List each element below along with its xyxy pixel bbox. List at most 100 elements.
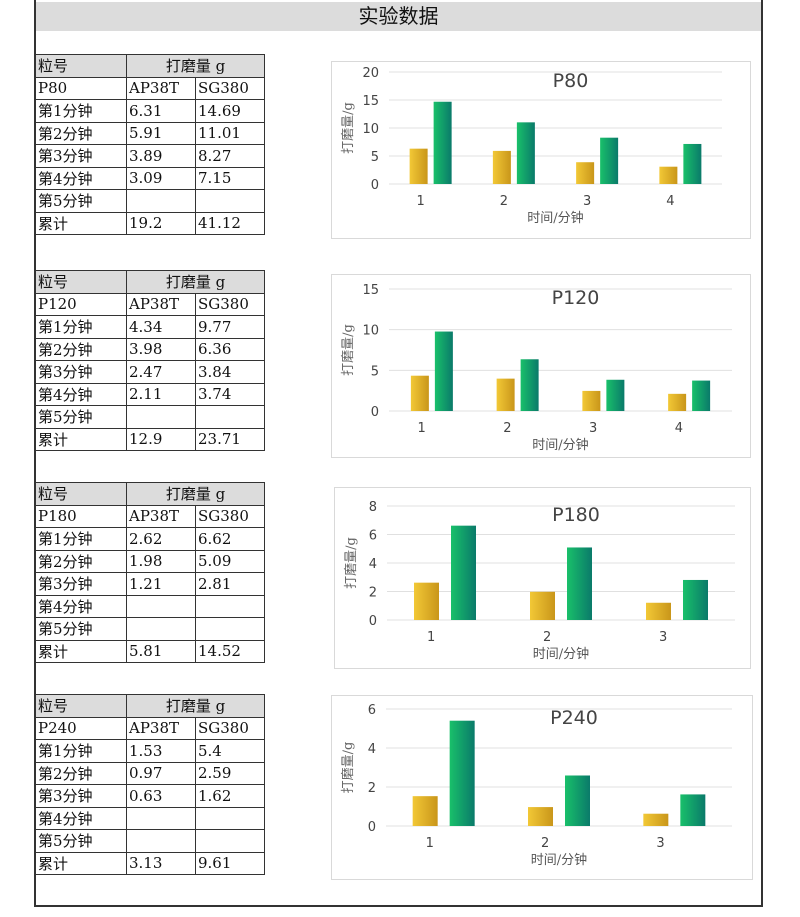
table-cell: 6.31 bbox=[126, 99, 196, 123]
x-tick-label: 2 bbox=[503, 421, 511, 436]
table-cell: 第1分钟 bbox=[35, 99, 127, 123]
x-tick-label: 3 bbox=[659, 630, 667, 645]
data-table-P180: 粒号 打磨量 g P180 AP38T SG380 第1分钟 2.62 6.62 第2分钟 1.9… bbox=[35, 482, 265, 663]
table-row: 第3分钟 2.47 3.84 bbox=[35, 360, 265, 384]
bar-SG380-2 bbox=[565, 775, 590, 826]
y-tick-label: 6 bbox=[369, 529, 377, 544]
table-cell: 23.71 bbox=[195, 427, 265, 451]
x-axis-label: 时间/分钟 bbox=[532, 437, 588, 453]
table-row: 第5分钟 bbox=[35, 405, 265, 429]
table-row: 第2分钟 0.97 2.59 bbox=[35, 761, 265, 785]
col-header: SG380 bbox=[195, 292, 265, 316]
y-tick-label: 0 bbox=[368, 820, 376, 835]
table-cell: 8.27 bbox=[195, 144, 265, 168]
table-row: 第5分钟 bbox=[35, 189, 265, 213]
col-header: AP38T bbox=[126, 716, 196, 740]
bar-SG380-3 bbox=[600, 137, 619, 184]
grit-cell: P180 bbox=[35, 504, 127, 528]
table-row: 第3分钟 1.21 2.81 bbox=[35, 572, 265, 596]
y-tick-label: 10 bbox=[362, 122, 379, 137]
table-cell: 1.21 bbox=[126, 572, 196, 596]
table-cell: 11.01 bbox=[195, 121, 265, 145]
table-row: 第4分钟 3.09 7.15 bbox=[35, 166, 265, 190]
table-cell: 2.11 bbox=[126, 382, 196, 406]
y-axis-label: 打磨量/g bbox=[344, 537, 359, 589]
header-amount: 打磨量 g bbox=[126, 694, 265, 718]
table-cell: 第5分钟 bbox=[35, 405, 127, 429]
bar-AP38T-1 bbox=[409, 148, 428, 184]
y-tick-label: 8 bbox=[369, 500, 377, 515]
table-row: 第2分钟 5.91 11.01 bbox=[35, 121, 265, 145]
grit-cell: P80 bbox=[35, 76, 127, 100]
table-cell: 3.74 bbox=[195, 382, 265, 406]
table-cell: 第4分钟 bbox=[35, 594, 127, 618]
chart-svg: 0 5 10 15 1 2 3 4 P120 时间/分钟 打磨量/g bbox=[341, 283, 732, 453]
table-row: 第4分钟 bbox=[35, 806, 265, 830]
bar-AP38T-1 bbox=[410, 375, 429, 411]
table-cell: 第2分钟 bbox=[35, 337, 127, 361]
x-tick-label: 2 bbox=[500, 194, 508, 209]
bar-SG380-1 bbox=[434, 331, 453, 411]
bar-AP38T-2 bbox=[530, 591, 555, 620]
chart-svg: 0 5 10 15 20 1 2 3 4 P80 时间/分钟 打磨量/g bbox=[341, 66, 722, 226]
col-header: AP38T bbox=[126, 76, 196, 100]
table-cell: 6.62 bbox=[195, 527, 265, 551]
x-axis-label: 时间/分钟 bbox=[527, 210, 583, 226]
table-cell: 3.13 bbox=[126, 851, 196, 875]
grit-cell: P120 bbox=[35, 292, 127, 316]
table-row: 第2分钟 1.98 5.09 bbox=[35, 549, 265, 573]
table-cell: 累计 bbox=[35, 427, 127, 451]
table-cell: 7.15 bbox=[195, 166, 265, 190]
table-cell bbox=[126, 189, 196, 213]
y-tick-label: 2 bbox=[369, 586, 377, 601]
table-row: 第2分钟 3.98 6.36 bbox=[35, 337, 265, 361]
table-cell bbox=[126, 405, 196, 429]
bar-SG380-4 bbox=[692, 380, 711, 411]
col-header: SG380 bbox=[195, 76, 265, 100]
table-row: 第1分钟 1.53 5.4 bbox=[35, 739, 265, 763]
table-cell: 2.62 bbox=[126, 527, 196, 551]
col-header: AP38T bbox=[126, 504, 196, 528]
bar-SG380-2 bbox=[520, 359, 539, 411]
table-cell: 累计 bbox=[35, 639, 127, 663]
table-cell: 第4分钟 bbox=[35, 382, 127, 406]
col-header: SG380 bbox=[195, 716, 265, 740]
table-cell: 累计 bbox=[35, 851, 127, 875]
table-cell: 3.09 bbox=[126, 166, 196, 190]
table-row: 第3分钟 3.89 8.27 bbox=[35, 144, 265, 168]
table-cell: 第3分钟 bbox=[35, 784, 127, 808]
table-cell: 第1分钟 bbox=[35, 315, 127, 339]
y-tick-label: 6 bbox=[368, 703, 376, 718]
bar-AP38T-3 bbox=[576, 162, 595, 184]
table-cell: 1.98 bbox=[126, 549, 196, 573]
y-axis-label: 打磨量/g bbox=[341, 324, 356, 376]
table-row: 第4分钟 bbox=[35, 594, 265, 618]
x-tick-label: 2 bbox=[543, 630, 551, 645]
table-cell bbox=[126, 617, 196, 641]
y-tick-label: 4 bbox=[368, 742, 376, 757]
header-grit: 粒号 bbox=[35, 694, 127, 718]
bar-SG380-3 bbox=[683, 579, 708, 620]
bar-AP38T-2 bbox=[496, 378, 515, 411]
table-cell: 2.81 bbox=[195, 572, 265, 596]
table-cell bbox=[126, 806, 196, 830]
y-tick-label: 15 bbox=[362, 283, 379, 298]
y-tick-label: 2 bbox=[368, 781, 376, 796]
col-header: SG380 bbox=[195, 504, 265, 528]
table-cell: 第3分钟 bbox=[35, 360, 127, 384]
header-amount: 打磨量 g bbox=[126, 270, 265, 294]
table-row: 第1分钟 2.62 6.62 bbox=[35, 527, 265, 551]
table-cell: 41.12 bbox=[195, 211, 265, 235]
table-cell: 2.59 bbox=[195, 761, 265, 785]
bar-SG380-1 bbox=[433, 101, 452, 184]
data-table-P120: 粒号 打磨量 g P120 AP38T SG380 第1分钟 4.34 9.77 第2分钟 3.9… bbox=[35, 270, 265, 451]
table-row: 第1分钟 4.34 9.77 bbox=[35, 315, 265, 339]
y-tick-label: 4 bbox=[369, 557, 377, 572]
table-row: 第5分钟 bbox=[35, 829, 265, 853]
x-axis-label: 时间/分钟 bbox=[531, 852, 587, 868]
table-cell: 2.47 bbox=[126, 360, 196, 384]
x-tick-label: 2 bbox=[541, 836, 549, 851]
y-tick-label: 5 bbox=[371, 364, 379, 379]
x-axis-label: 时间/分钟 bbox=[533, 646, 589, 662]
table-cell: 第4分钟 bbox=[35, 166, 127, 190]
